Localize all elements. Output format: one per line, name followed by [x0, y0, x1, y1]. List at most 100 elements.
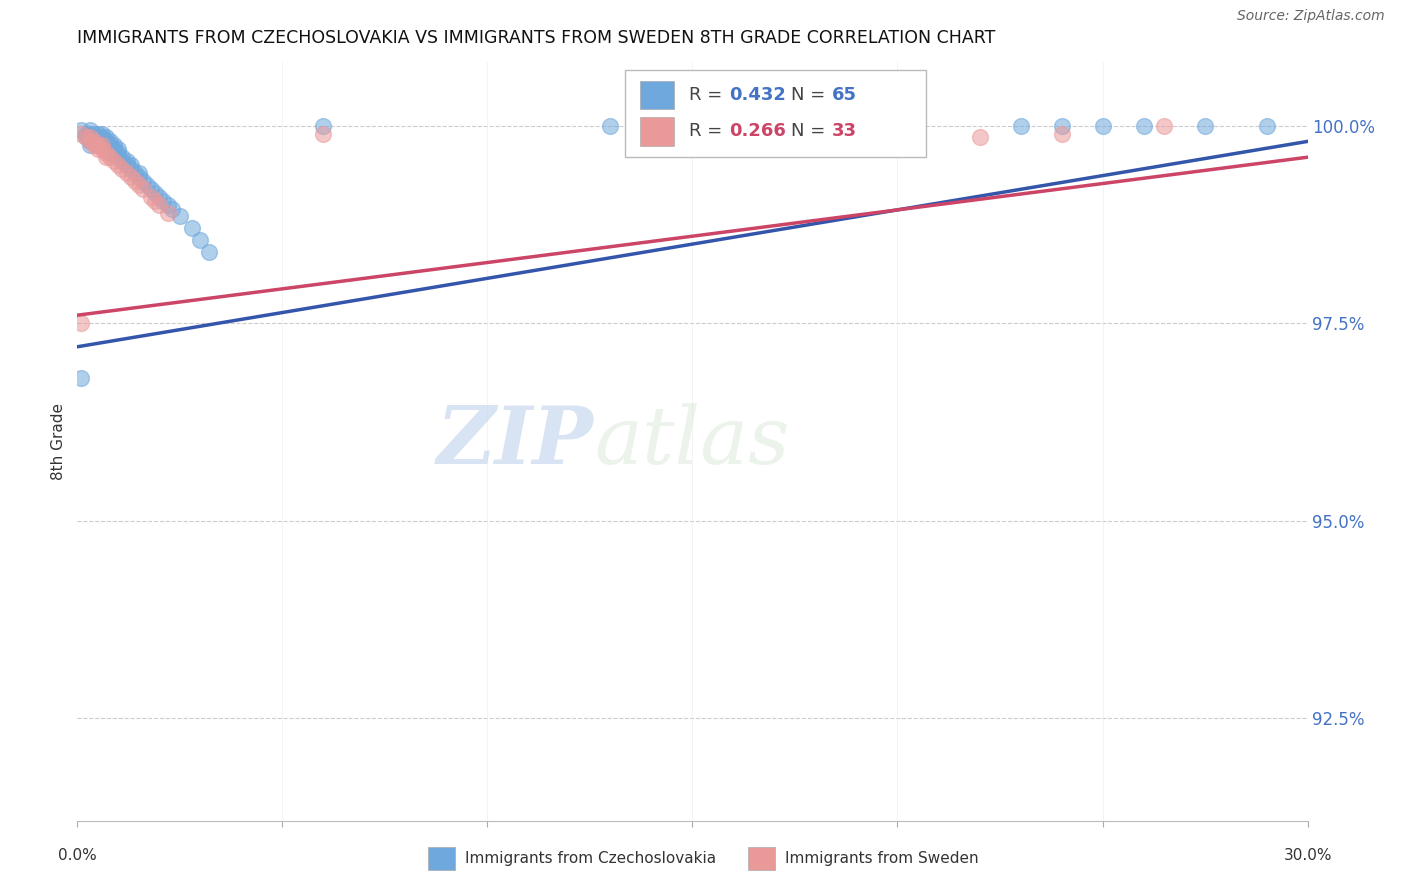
Point	[152, 194, 174, 208]
Point	[79, 135, 101, 149]
Point	[143, 186, 166, 200]
Bar	[427, 847, 456, 870]
Point	[969, 130, 991, 145]
Point	[181, 221, 204, 235]
Text: R =: R =	[689, 86, 728, 104]
Point	[845, 130, 868, 145]
Point	[148, 197, 170, 211]
Text: Immigrants from Czechoslovakia: Immigrants from Czechoslovakia	[465, 851, 716, 866]
Bar	[640, 117, 673, 145]
Point	[79, 130, 101, 145]
Text: 0.432: 0.432	[730, 86, 786, 104]
Point	[103, 154, 125, 169]
Point	[87, 138, 110, 153]
Text: N =: N =	[792, 122, 831, 140]
Text: Source: ZipAtlas.com: Source: ZipAtlas.com	[1237, 9, 1385, 22]
Point	[90, 142, 114, 156]
Point	[312, 127, 335, 141]
Point	[783, 119, 806, 133]
Point	[763, 130, 786, 145]
Point	[128, 169, 150, 184]
Point	[115, 166, 138, 180]
Bar	[748, 847, 775, 870]
Point	[312, 119, 335, 133]
Point	[1153, 119, 1175, 133]
Point	[1050, 119, 1073, 133]
Point	[141, 190, 163, 204]
Point	[132, 174, 155, 188]
Text: R =: R =	[689, 122, 728, 140]
Point	[1132, 119, 1154, 133]
Point	[87, 130, 110, 145]
Point	[98, 135, 121, 149]
Point	[94, 142, 117, 156]
Point	[83, 130, 105, 145]
Point	[1091, 119, 1114, 133]
Point	[143, 194, 166, 208]
Point	[87, 138, 110, 153]
Point	[79, 135, 101, 149]
Text: Immigrants from Sweden: Immigrants from Sweden	[785, 851, 979, 866]
Point	[90, 130, 114, 145]
Point	[1010, 119, 1032, 133]
Point	[70, 371, 93, 385]
Point	[103, 146, 125, 161]
Point	[87, 127, 110, 141]
Point	[94, 146, 117, 161]
Point	[188, 233, 212, 247]
Text: 65: 65	[831, 86, 856, 104]
Point	[886, 119, 908, 133]
Point	[79, 138, 101, 153]
Point	[90, 138, 114, 153]
Text: 0.0%: 0.0%	[58, 848, 97, 863]
Text: N =: N =	[792, 86, 831, 104]
Point	[79, 127, 101, 141]
Point	[103, 142, 125, 156]
Point	[94, 135, 117, 149]
Point	[87, 135, 110, 149]
Point	[156, 197, 179, 211]
Point	[87, 142, 110, 156]
Point	[136, 178, 159, 192]
Point	[98, 138, 121, 153]
Point	[79, 122, 101, 136]
Point	[1050, 127, 1073, 141]
Point	[107, 142, 129, 156]
Text: atlas: atlas	[595, 403, 789, 480]
Text: 30.0%: 30.0%	[1284, 848, 1331, 863]
Point	[1194, 119, 1216, 133]
Point	[156, 205, 179, 219]
Point	[111, 162, 134, 177]
Y-axis label: 8th Grade: 8th Grade	[51, 403, 66, 480]
Point	[98, 146, 121, 161]
Point	[75, 130, 97, 145]
Text: ZIP: ZIP	[437, 403, 595, 480]
Point	[120, 162, 142, 177]
Point	[128, 166, 150, 180]
Point	[120, 158, 142, 172]
Point	[148, 190, 170, 204]
Point	[103, 138, 125, 153]
Point	[141, 182, 163, 196]
Point	[90, 135, 114, 149]
Point	[83, 135, 105, 149]
Point	[75, 127, 97, 141]
Point	[107, 146, 129, 161]
Point	[111, 150, 134, 164]
Point	[132, 182, 155, 196]
Point	[107, 158, 129, 172]
Point	[98, 150, 121, 164]
Text: 33: 33	[831, 122, 856, 140]
Point	[1256, 119, 1278, 133]
Point	[120, 169, 142, 184]
Point	[83, 127, 105, 141]
Point	[90, 138, 114, 153]
Point	[94, 138, 117, 153]
Point	[599, 119, 621, 133]
Point	[128, 178, 150, 192]
Point	[70, 122, 93, 136]
Point	[169, 210, 191, 224]
Bar	[640, 80, 673, 110]
Point	[111, 154, 134, 169]
Point	[107, 150, 129, 164]
